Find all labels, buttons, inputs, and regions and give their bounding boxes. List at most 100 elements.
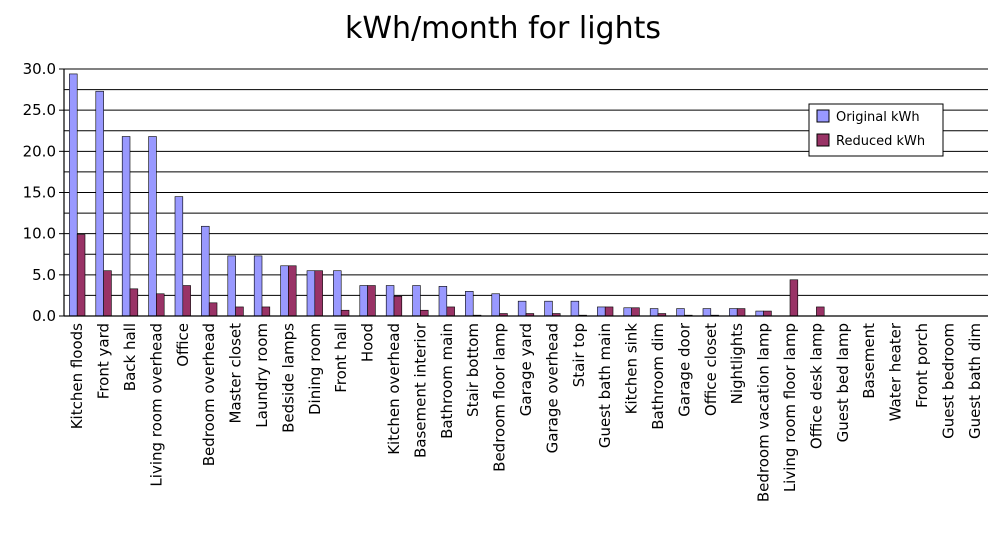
x-category-label: Back hall xyxy=(121,323,139,391)
y-tick-label: 5.0 xyxy=(32,266,56,284)
x-category-label: Nightlights xyxy=(728,323,746,405)
x-category-label: Bathroom dim xyxy=(649,323,667,430)
x-category-label: Dining room xyxy=(306,323,324,415)
y-tick-label: 15.0 xyxy=(23,184,56,202)
x-category-label: Kitchen floods xyxy=(68,323,86,429)
x-category-label: Living room overhead xyxy=(147,323,165,487)
bar-original-kwh xyxy=(465,290,474,317)
bar-original-kwh xyxy=(676,308,685,317)
legend: Original kWh Reduced kWh xyxy=(808,103,944,157)
x-category-label: Bedroom overhead xyxy=(200,323,218,466)
x-category-label: Bedroom floor lamp xyxy=(491,323,509,472)
bar-original-kwh xyxy=(201,225,210,317)
bar-original-kwh xyxy=(359,285,368,317)
x-category-label: Bedroom vacation lamp xyxy=(755,323,773,502)
legend-swatch-original xyxy=(816,109,830,123)
bar-reduced-kwh xyxy=(763,310,772,317)
y-tick-label: 10.0 xyxy=(23,225,56,243)
bar-reduced-kwh xyxy=(446,306,455,317)
x-category-label: Garage door xyxy=(675,322,693,417)
x-category-label: Front hall xyxy=(332,323,350,393)
x-category-label: Bathroom main xyxy=(438,323,456,439)
x-category-label: Kitchen overhead xyxy=(385,323,403,455)
bar-reduced-kwh xyxy=(288,265,297,317)
bar-original-kwh xyxy=(597,306,606,317)
bar-reduced-kwh xyxy=(789,279,799,317)
bar-original-kwh xyxy=(121,136,131,317)
bar-reduced-kwh xyxy=(261,306,271,317)
x-category-label: Office xyxy=(174,323,192,367)
bar-reduced-kwh xyxy=(367,285,376,317)
bar-original-kwh xyxy=(702,308,712,317)
x-category-label: Front porch xyxy=(913,323,931,408)
bar-original-kwh xyxy=(95,90,104,317)
x-category-label: Master closet xyxy=(227,323,245,424)
bar-original-kwh xyxy=(544,300,553,317)
bar-reduced-kwh xyxy=(76,234,86,317)
x-category-label: Guest bath dim xyxy=(966,323,984,439)
bar-original-kwh xyxy=(253,255,263,317)
x-category-label: Office closet xyxy=(702,323,720,416)
bar-reduced-kwh xyxy=(156,293,165,317)
x-category-label: Guest bath main xyxy=(596,323,614,448)
x-category-label: Laundry room xyxy=(253,323,271,428)
x-category-label: Hood xyxy=(359,323,377,362)
bars xyxy=(69,73,825,317)
x-category-label: Living room floor lamp xyxy=(781,323,799,492)
bar-original-kwh xyxy=(385,285,395,317)
legend-label-reduced: Reduced kWh xyxy=(836,134,925,149)
bar-original-kwh xyxy=(280,265,289,317)
bar-original-kwh xyxy=(755,310,764,317)
bar-original-kwh xyxy=(649,308,659,317)
bar-original-kwh xyxy=(174,196,184,317)
y-tick-label: 30.0 xyxy=(23,60,56,78)
bar-reduced-kwh xyxy=(736,308,746,317)
chart-title: kWh/month for lights xyxy=(345,11,661,46)
bar-original-kwh xyxy=(438,286,448,317)
x-category-label: Garage yard xyxy=(517,323,535,416)
bar-reduced-kwh xyxy=(208,302,218,317)
bar-reduced-kwh xyxy=(182,285,191,317)
bar-reduced-kwh xyxy=(393,295,403,317)
y-axis-ticks: 0.0 5.0 10.0 15.0 20.0 25.0 30.0 xyxy=(23,60,64,325)
bar-reduced-kwh xyxy=(129,288,139,317)
bar-reduced-kwh xyxy=(314,270,323,317)
bar-reduced-kwh xyxy=(103,270,112,317)
bar-original-kwh xyxy=(491,293,500,317)
x-category-label: Stair top xyxy=(570,323,588,387)
bar-reduced-kwh xyxy=(340,309,350,317)
axes xyxy=(63,69,988,317)
bar-original-kwh xyxy=(412,285,421,317)
bar-original-kwh xyxy=(517,300,527,317)
x-category-label: Garage overhead xyxy=(543,323,561,453)
y-tick-label: 20.0 xyxy=(23,142,56,160)
bar-original-kwh xyxy=(623,307,632,317)
legend-label-original: Original kWh xyxy=(836,110,920,125)
bar-original-kwh xyxy=(570,300,580,317)
x-category-label: Water heater xyxy=(887,322,905,421)
bar-reduced-kwh xyxy=(235,306,244,317)
y-tick-label: 25.0 xyxy=(23,101,56,119)
bar-reduced-kwh xyxy=(816,306,825,317)
legend-box xyxy=(808,103,944,157)
x-category-label: Stair bottom xyxy=(464,323,482,417)
y-tick-label: 0.0 xyxy=(32,307,56,325)
legend-swatch-reduced xyxy=(816,133,830,147)
x-axis-category-labels: Kitchen floods Front yard Back hall Living … xyxy=(68,322,984,502)
bar-original-kwh xyxy=(306,270,316,317)
bar-original-kwh xyxy=(69,73,78,317)
x-category-label: Bedside lamps xyxy=(279,323,297,433)
bar-original-kwh xyxy=(333,270,342,317)
bar-original-kwh xyxy=(729,308,738,317)
x-category-label: Basement xyxy=(860,323,878,399)
bar-original-kwh xyxy=(227,255,236,317)
x-category-label: Kitchen sink xyxy=(623,323,641,415)
x-category-label: Office desk lamp xyxy=(807,323,825,449)
x-category-label: Guest bedroom xyxy=(939,323,957,439)
bar-reduced-kwh xyxy=(420,309,429,317)
x-category-label: Guest bed lamp xyxy=(834,323,852,442)
bar-reduced-kwh xyxy=(604,306,614,317)
x-category-label: Basement interior xyxy=(411,322,429,458)
bar-original-kwh xyxy=(148,136,157,317)
